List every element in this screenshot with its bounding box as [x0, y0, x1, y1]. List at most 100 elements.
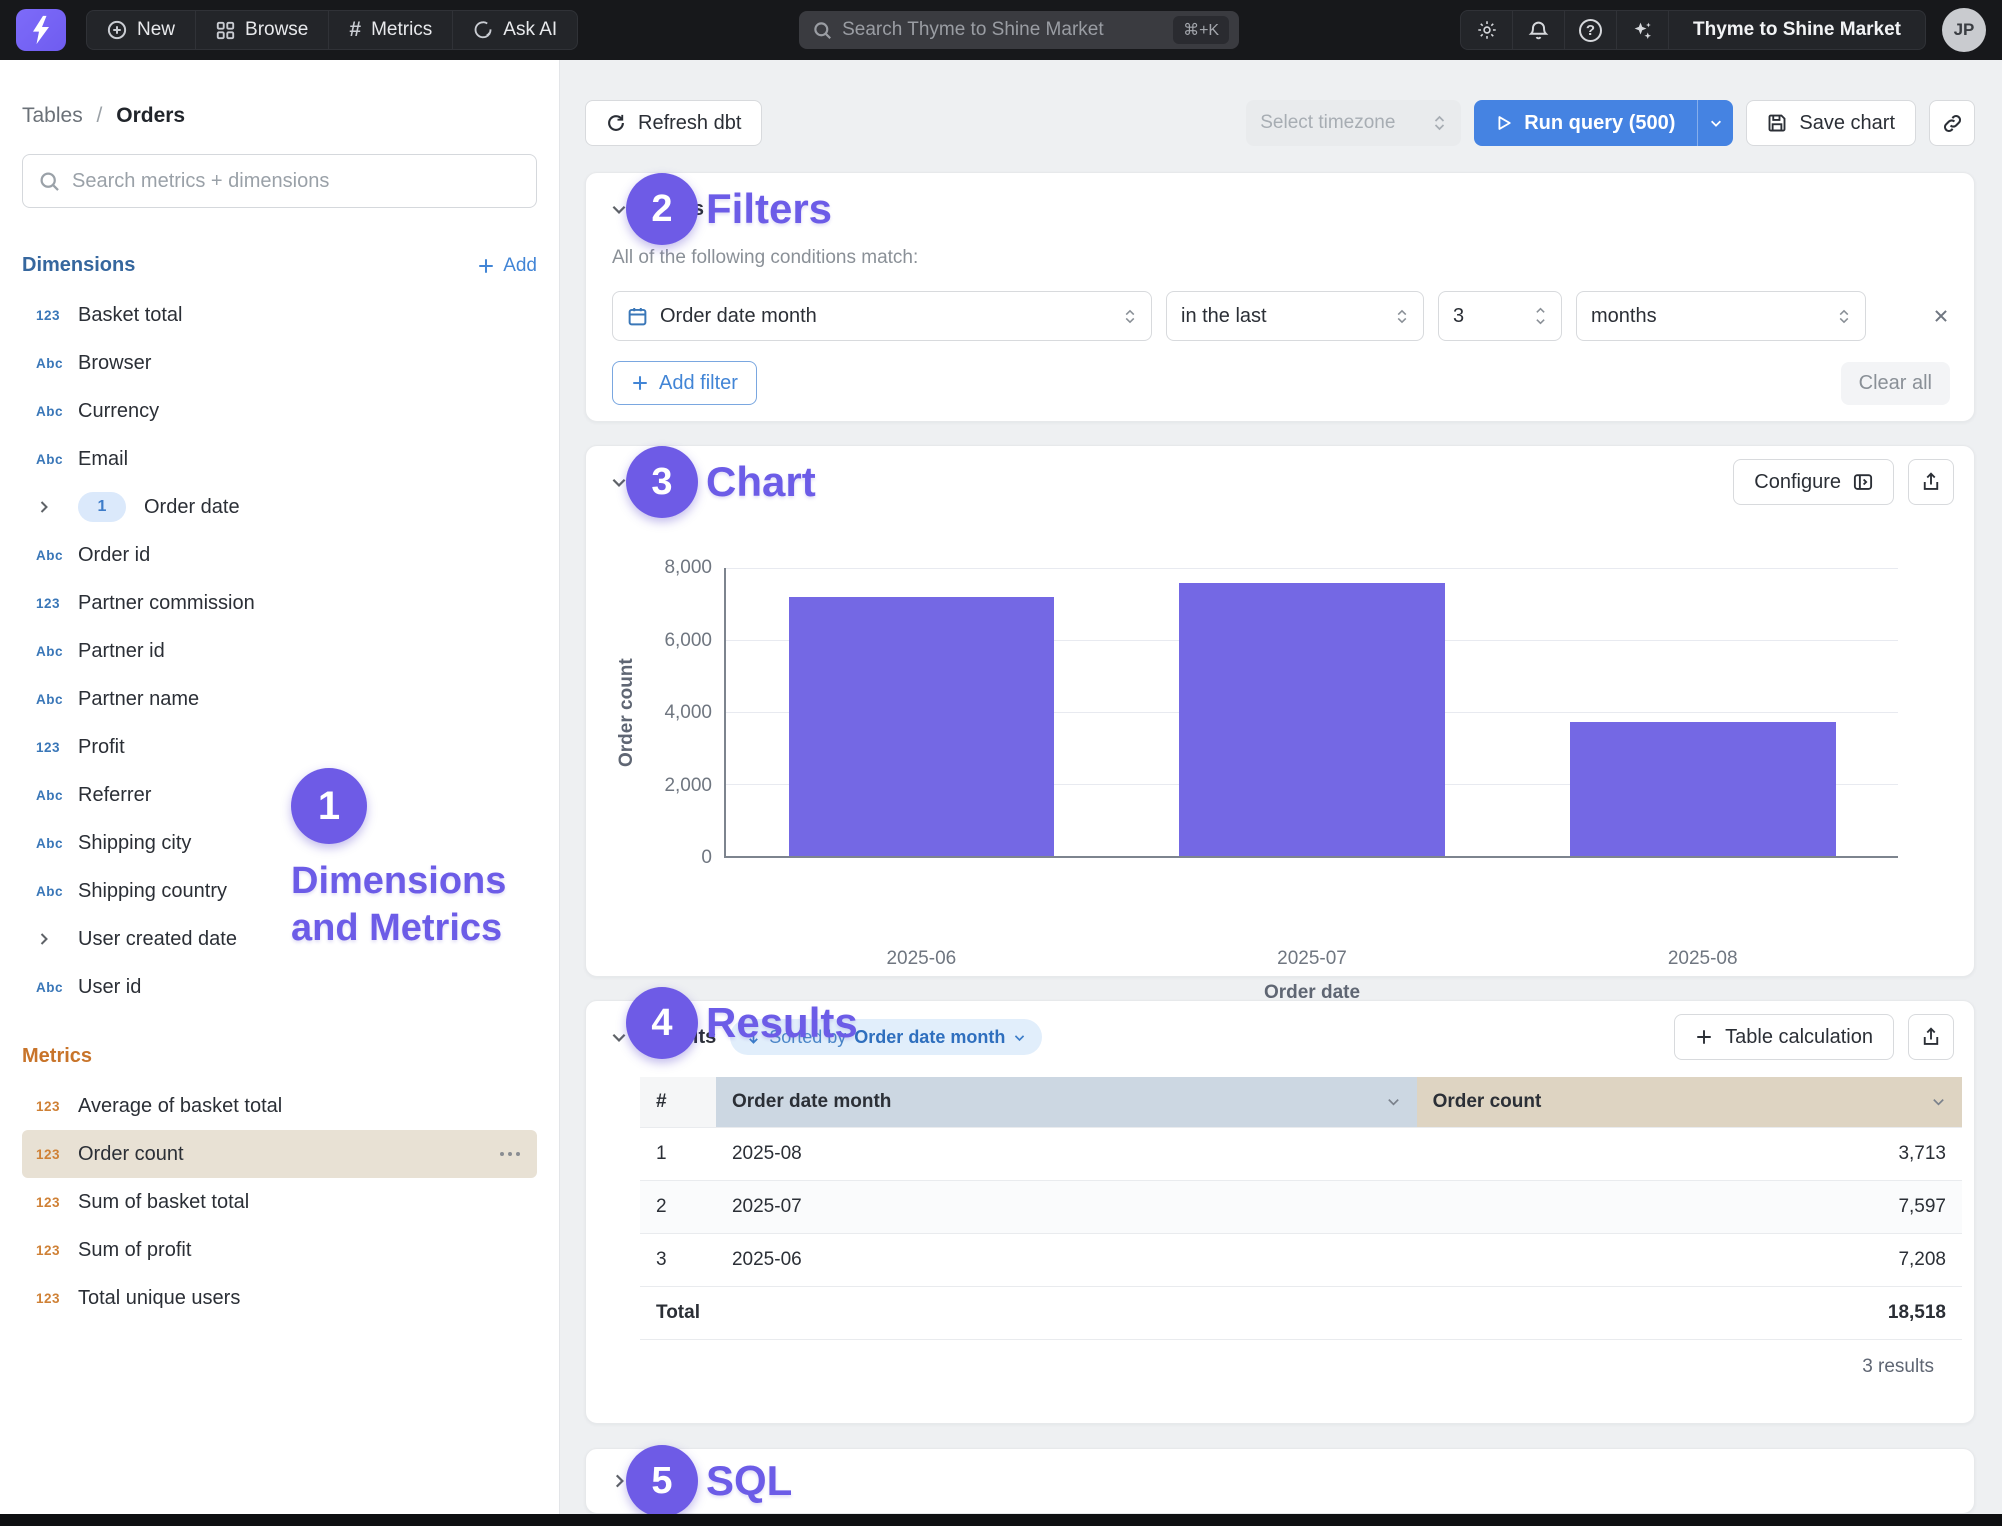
annotation-4-circle: 4	[626, 987, 698, 1059]
chart-card: Chart 3 Chart Configure	[585, 445, 1975, 977]
notifications-button[interactable]	[1513, 11, 1565, 49]
metrics-list: 123Average of basket total 123 Order cou…	[22, 1082, 537, 1322]
export-results-button[interactable]	[1908, 1014, 1954, 1060]
avatar[interactable]: JP	[1942, 8, 1986, 52]
share-icon	[1921, 1027, 1941, 1047]
dimension-column-header[interactable]: Order date month	[716, 1077, 1417, 1127]
chart-bar	[1179, 583, 1445, 856]
x-tick: 2025-07	[1117, 948, 1508, 970]
x-axis-ticks: 2025-06 2025-07 2025-08	[586, 938, 1974, 970]
app-window: New Browse # Metrics Ask AI	[0, 0, 2002, 1526]
updown-icon	[1837, 308, 1851, 325]
string-type-icon: Abc	[36, 884, 78, 899]
floppy-icon	[1767, 113, 1787, 133]
annotation-5-label: SQL	[706, 1457, 792, 1505]
share-icon	[1921, 472, 1941, 492]
annotation-4: 4 Results	[626, 987, 858, 1059]
filter-unit-select[interactable]: months	[1576, 291, 1866, 341]
save-chart-button[interactable]: Save chart	[1746, 100, 1916, 146]
refresh-dbt-button[interactable]: Refresh dbt	[585, 100, 762, 146]
filter-operator-select[interactable]: in the last	[1166, 291, 1424, 341]
close-icon	[1932, 307, 1950, 325]
metric-total-unique-users[interactable]: 123Total unique users	[22, 1274, 537, 1322]
add-filter-button[interactable]: Add filter	[612, 361, 757, 405]
dimension-user-id[interactable]: AbcUser id	[22, 963, 537, 1011]
chat-ai-icon	[473, 20, 493, 40]
dimension-partner-name[interactable]: AbcPartner name	[22, 675, 537, 723]
run-query-options-button[interactable]	[1697, 100, 1733, 146]
filters-card: Filters 2 Filters All of the following c…	[585, 172, 1975, 422]
dimension-profit[interactable]: 123Profit	[22, 723, 537, 771]
filter-value-input[interactable]: 3	[1438, 291, 1562, 341]
bell-icon	[1528, 20, 1549, 41]
breadcrumb-tables[interactable]: Tables	[22, 104, 83, 127]
dimension-order-id[interactable]: AbcOrder id	[22, 531, 537, 579]
timezone-select[interactable]: Select timezone	[1246, 100, 1461, 146]
metric-column-header[interactable]: Order count	[1417, 1077, 1962, 1127]
table-row[interactable]: 1 2025-08 3,713	[640, 1127, 1962, 1180]
global-search-input[interactable]	[842, 19, 1173, 41]
configure-chart-button[interactable]: Configure	[1733, 459, 1894, 505]
nav-item-metrics[interactable]: # Metrics	[329, 11, 453, 49]
annotation-1-circle: 1	[291, 768, 367, 844]
metric-order-count[interactable]: 123 Order count	[22, 1130, 537, 1178]
nav-item-new[interactable]: New	[87, 11, 196, 49]
remove-filter-button[interactable]	[1932, 307, 1950, 325]
dimension-group-order-date[interactable]: 1 Order date	[22, 483, 537, 531]
dimension-basket-total[interactable]: 123Basket total	[22, 291, 537, 339]
dimension-email[interactable]: AbcEmail	[22, 435, 537, 483]
ai-assistant-button[interactable]	[1617, 11, 1669, 49]
clear-all-filters-button[interactable]: Clear all	[1841, 362, 1950, 405]
dimension-browser[interactable]: AbcBrowser	[22, 339, 537, 387]
number-type-icon: 123	[36, 596, 78, 611]
nav-item-ask-ai[interactable]: Ask AI	[453, 11, 577, 49]
plus-icon	[631, 374, 649, 392]
share-link-button[interactable]	[1929, 100, 1975, 146]
annotation-5: 5 SQL	[626, 1445, 792, 1517]
global-search[interactable]: ⌘+K	[799, 11, 1239, 49]
annotation-3: 3 Chart	[626, 446, 816, 518]
string-type-icon: Abc	[36, 836, 78, 851]
number-type-icon: 123	[36, 1291, 78, 1306]
metric-sum-of-profit[interactable]: 123Sum of profit	[22, 1226, 537, 1274]
export-chart-button[interactable]	[1908, 459, 1954, 505]
metric-average-basket-total[interactable]: 123Average of basket total	[22, 1082, 537, 1130]
nav-item-browse[interactable]: Browse	[196, 11, 329, 49]
dimension-partner-id[interactable]: AbcPartner id	[22, 627, 537, 675]
settings-button[interactable]	[1461, 11, 1513, 49]
breadcrumb: Tables / Orders	[22, 104, 537, 128]
table-row[interactable]: 3 2025-06 7,208	[640, 1233, 1962, 1286]
filter-field-select[interactable]: Order date month	[612, 291, 1152, 341]
app-logo[interactable]	[16, 9, 66, 51]
chevron-right-icon[interactable]	[36, 931, 78, 947]
results-count: 3 results	[586, 1340, 1974, 1378]
y-axis-ticks: 8,000 6,000 4,000 2,000 0	[646, 568, 724, 858]
chevron-right-icon[interactable]	[36, 499, 78, 515]
fields-search-input[interactable]	[72, 170, 520, 193]
gear-icon	[1476, 19, 1498, 41]
nav-menu: New Browse # Metrics Ask AI	[86, 10, 578, 50]
help-button[interactable]: ?	[1565, 11, 1617, 49]
dimension-currency[interactable]: AbcCurrency	[22, 387, 537, 435]
search-icon	[39, 171, 60, 192]
y-axis-title: Order count	[616, 568, 646, 858]
metric-sum-basket-total[interactable]: 123Sum of basket total	[22, 1178, 537, 1226]
stepper-icon[interactable]	[1534, 305, 1547, 327]
string-type-icon: Abc	[36, 788, 78, 803]
nav-item-label: Browse	[245, 19, 308, 41]
sql-card: SQL 5 SQL	[585, 1448, 1975, 1514]
org-name[interactable]: Thyme to Shine Market	[1669, 11, 1925, 49]
fields-search[interactable]	[22, 154, 537, 208]
x-tick: 2025-08	[1507, 948, 1898, 970]
table-row[interactable]: 2 2025-07 7,597	[640, 1180, 1962, 1233]
run-query-button[interactable]: Run query (500)	[1474, 100, 1697, 146]
annotation-4-label: Results	[706, 999, 858, 1047]
ellipsis-menu-icon[interactable]	[499, 1151, 531, 1157]
table-calculation-button[interactable]: Table calculation	[1674, 1014, 1894, 1060]
dimension-partner-commission[interactable]: 123Partner commission	[22, 579, 537, 627]
annotation-2: 2 Filters	[626, 173, 832, 245]
bar-chart: Order count 8,000 6,000 4,000 2,000 0	[586, 518, 1974, 938]
add-dimension-button[interactable]: Add	[477, 255, 537, 277]
chart-bar	[1570, 722, 1836, 856]
panel-icon	[1853, 472, 1873, 492]
